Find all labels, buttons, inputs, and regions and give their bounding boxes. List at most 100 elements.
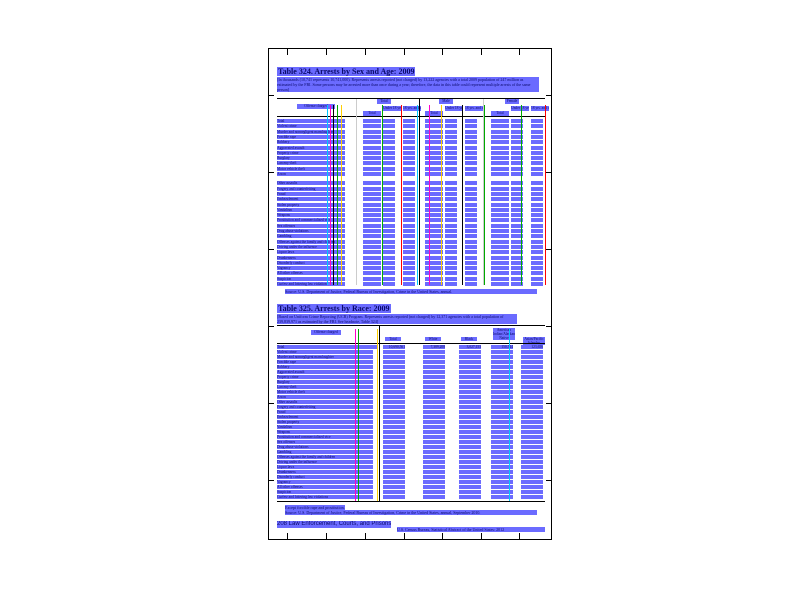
data-cell: [459, 380, 481, 384]
data-cell: [531, 150, 543, 155]
column-guide-line: [521, 105, 522, 285]
data-cell: [423, 465, 445, 469]
column-guide-line: [341, 105, 342, 285]
data-cell: [491, 191, 509, 196]
row-label: Larceny-theft: [277, 161, 345, 166]
data-cell: [491, 440, 513, 444]
data-cell: [511, 266, 523, 271]
data-cell: [521, 415, 543, 419]
data-cell: [465, 166, 477, 171]
data-cell: [445, 266, 457, 271]
row-label: Robbery: [277, 365, 373, 369]
data-cell: [383, 229, 395, 233]
data-cell: [363, 172, 381, 176]
row-label: Forcible rape: [277, 360, 373, 364]
row-label: All other offenses: [277, 485, 373, 489]
data-cell: [531, 166, 543, 171]
data-cell: [521, 450, 543, 454]
row-label: Property crime: [277, 150, 345, 155]
data-cell: [423, 440, 445, 444]
row-label: Burglary: [277, 380, 373, 384]
data-cell: [425, 266, 443, 271]
data-cell: [465, 150, 477, 155]
data-cell: [465, 276, 477, 281]
data-cell: [521, 385, 543, 389]
data-cell: [521, 405, 543, 409]
header-rule: [277, 116, 545, 117]
data-cell: [425, 166, 443, 171]
data-cell: [383, 156, 395, 161]
data-cell: [491, 405, 513, 409]
data-cell: [363, 234, 381, 239]
data-cell: [465, 213, 477, 218]
data-cell: [425, 234, 443, 239]
stub-header: Offense charged: [311, 330, 341, 335]
data-cell: [465, 271, 477, 276]
column-header: White: [425, 337, 441, 341]
data-cell: [491, 495, 513, 499]
data-cell: [363, 140, 381, 145]
row-label: Forgery and counterfeiting: [277, 186, 345, 191]
data-cell: [383, 400, 405, 404]
data-cell: [423, 390, 445, 394]
row-label: Curfew and loitering law violations: [277, 495, 373, 499]
data-cell: [491, 410, 513, 414]
data-cell: [425, 191, 443, 196]
row-label: Disorderly conduct: [277, 260, 345, 265]
row-label: Sex offenses: [277, 223, 345, 228]
data-cell: [531, 282, 543, 286]
data-cell: [445, 234, 457, 239]
data-cell: [383, 450, 405, 454]
row-label: Total: [277, 119, 345, 123]
data-cell: [403, 119, 415, 123]
data-cell: [445, 207, 457, 212]
data-cell: [423, 435, 445, 439]
data-cell: [465, 207, 477, 212]
data-cell: 123,656: [521, 345, 543, 349]
ruler-tick: [365, 49, 366, 55]
data-cell: [511, 124, 523, 129]
column-guide-line: [355, 329, 356, 501]
data-cell: [465, 156, 477, 161]
data-cell: [521, 485, 543, 489]
data-cell: [363, 191, 381, 196]
row-label: Property crime: [277, 375, 373, 379]
data-cell: [511, 234, 523, 239]
data-cell: [459, 450, 481, 454]
row-label: Murder and nonnegligent manslaughter: [277, 129, 345, 134]
data-cell: [445, 197, 457, 202]
data-cell: [531, 218, 543, 223]
data-cell: [491, 365, 513, 369]
data-cell: [363, 266, 381, 271]
data-cell: [423, 395, 445, 399]
data-cell: [423, 420, 445, 424]
data-cell: [511, 186, 523, 191]
data-cell: [531, 223, 543, 228]
data-cell: [383, 150, 395, 155]
data-cell: [465, 255, 477, 260]
data-cell: [383, 475, 405, 479]
data-cell: [445, 250, 457, 255]
data-cell: [531, 207, 543, 212]
column-header: 18 yrs. and over: [465, 106, 483, 111]
data-cell: [465, 191, 477, 196]
data-cell: [511, 166, 523, 171]
data-cell: [511, 244, 523, 249]
row-label: Vandalism: [277, 425, 373, 429]
page-footer-label: 208 Law Enforcement, Courts, and Prisons: [277, 521, 392, 528]
data-cell: [531, 239, 543, 244]
data-cell: [491, 223, 509, 228]
ruler-tick: [365, 533, 366, 539]
data-cell: [363, 244, 381, 249]
data-cell: [423, 445, 445, 449]
row-label: Arson: [277, 395, 373, 399]
data-cell: [383, 276, 395, 281]
data-cell: [383, 140, 395, 145]
column-guide-line: [429, 105, 430, 285]
data-cell: [383, 191, 395, 196]
data-cell: [445, 223, 457, 228]
data-cell: [521, 410, 543, 414]
data-cell: [531, 172, 543, 176]
data-cell: [521, 470, 543, 474]
ruler-tick: [481, 533, 482, 539]
